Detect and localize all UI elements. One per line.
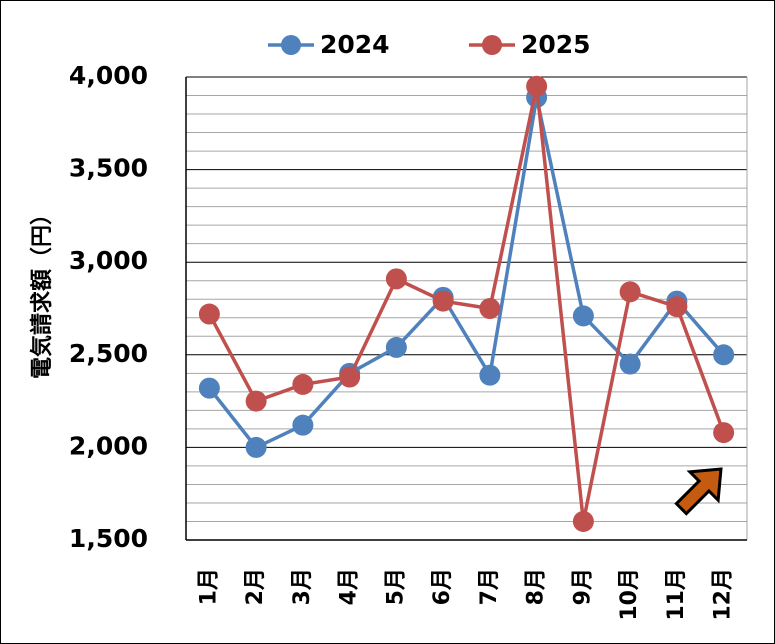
legend-item: 2025 [469,30,591,59]
x-tick-label: 7月 [477,568,502,605]
x-tick-labels: 1月 2月 3月 4月 5月 6月 7月 8月 9月 10月 11月 12月 [196,568,735,621]
x-tick-label: 9月 [570,568,595,605]
x-tick-label: 4月 [337,568,362,605]
data-point [339,366,361,388]
up-right-arrow-icon [674,467,723,516]
data-point [713,422,735,444]
legend-marker [482,35,502,55]
legend-item: 2024 [268,30,390,59]
data-point [479,298,501,319]
y-tick-label: 4,000 [69,61,148,90]
data-point [619,281,641,303]
data-point [432,290,454,312]
data-point [666,296,688,318]
data-point [198,377,220,399]
y-tick-labels: 1,500 2,000 2,500 3,000 3,500 4,000 [69,61,148,553]
x-tick-label: 12月 [711,568,736,621]
legend-label: 2025 [521,30,591,59]
data-point [572,510,594,532]
legend: 2024 2025 [268,30,591,59]
data-point [479,364,501,386]
x-tick-label: 5月 [383,568,408,605]
y-tick-label: 2,000 [69,431,148,460]
data-point [572,305,594,327]
plot-area [186,77,747,540]
arrow-shape [674,467,723,516]
data-point [292,373,314,395]
y-tick-label: 2,500 [69,339,148,368]
legend-marker [281,35,301,55]
data-point [198,303,220,325]
data-point [245,436,267,458]
data-point [385,268,407,290]
series-2025 [198,75,735,532]
x-tick-label: 10月 [617,568,642,621]
data-point [245,390,267,412]
data-point [385,336,407,358]
y-tick-label: 3,000 [69,246,148,275]
data-point [292,414,314,436]
y-tick-label: 1,500 [69,524,148,553]
y-axis-label: 電気請求額（円） [29,203,55,379]
x-tick-label: 1月 [196,568,221,605]
data-point [526,75,548,97]
x-tick-label: 11月 [664,568,689,621]
y-tick-label: 3,500 [69,154,148,183]
minor-gridlines [186,95,747,522]
x-tick-label: 3月 [290,568,315,605]
data-point [713,344,735,366]
legend-label: 2024 [320,30,390,59]
series-layer [198,75,735,532]
x-tick-label: 2月 [243,568,268,605]
x-tick-label: 6月 [430,568,455,605]
data-point [619,353,641,375]
x-tick-label: 8月 [524,568,549,605]
